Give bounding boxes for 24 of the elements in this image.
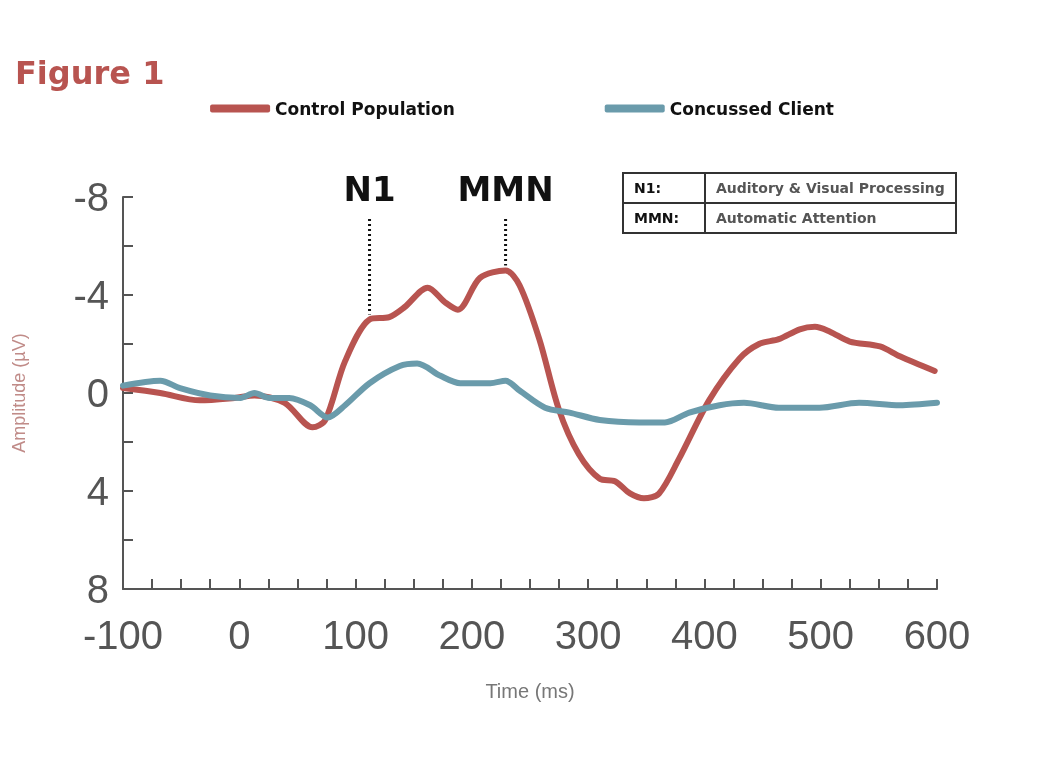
y-tick-label: 0: [86, 371, 109, 415]
x-tick-label: 500: [787, 613, 855, 657]
x-axis-title: Time (ms): [485, 680, 575, 702]
annotation: Automatic Attention: [705, 203, 956, 233]
chart-title: Figure 1: [15, 54, 165, 92]
legend-label: Control Population: [275, 98, 455, 119]
annotation: MMN: [457, 169, 554, 209]
x-tick-label: 0: [228, 613, 251, 657]
x-tick-label: 300: [554, 613, 622, 657]
x-tick-label: 400: [671, 613, 738, 657]
annotation: MMN:: [623, 203, 705, 233]
x-tick-label: 100: [322, 613, 389, 657]
x-tick-label: 200: [438, 613, 506, 657]
y-axis-title: Amplitude (µV): [9, 333, 29, 453]
text: Auditory & Visual Processing: [705, 173, 956, 203]
x-tick-label: -100: [82, 613, 164, 657]
y-tick-label: -8: [73, 175, 109, 219]
y-tick-label: -4: [73, 273, 109, 317]
y-tick-label: 8: [86, 567, 109, 611]
text: N1:: [623, 173, 705, 203]
legend-label: Concussed Client: [669, 98, 834, 119]
annotation: N1: [343, 169, 396, 209]
y-tick-label: 4: [86, 469, 109, 513]
x-tick-label: 600: [903, 613, 971, 657]
